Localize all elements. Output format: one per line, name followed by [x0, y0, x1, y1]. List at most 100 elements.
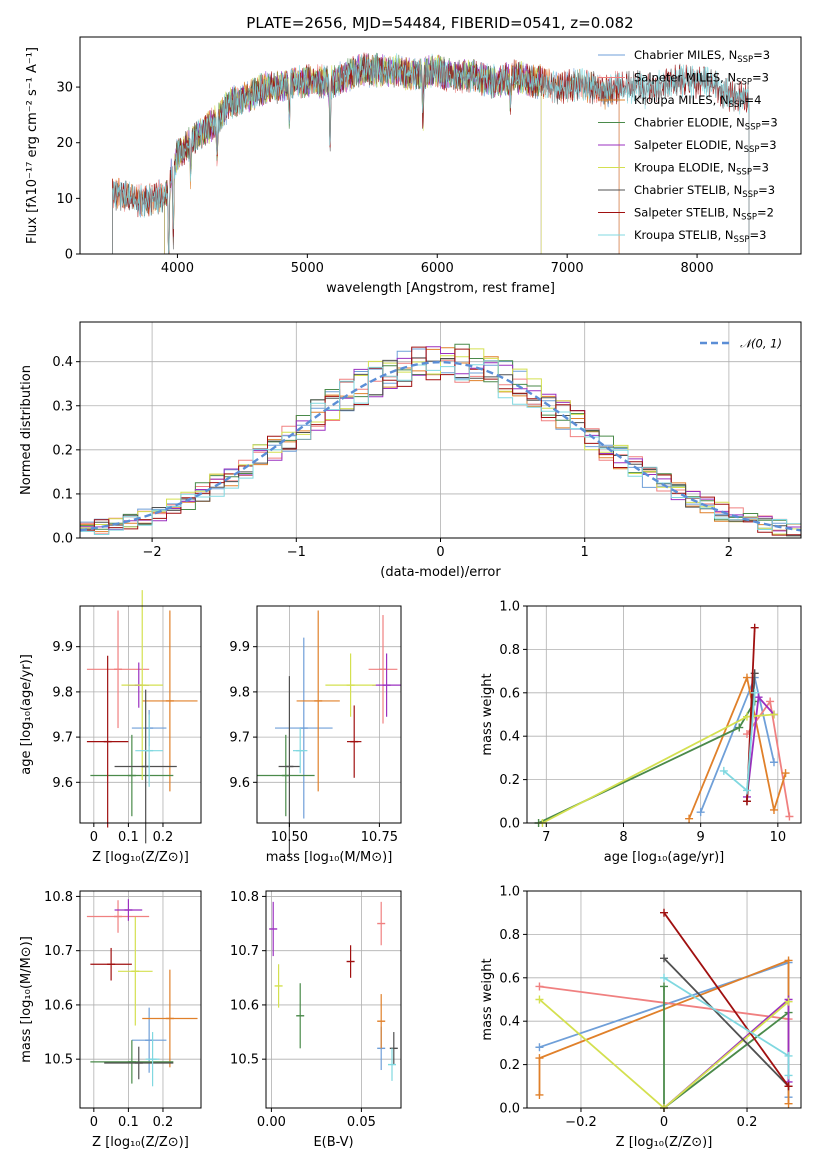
legend-entry: Kroupa STELIB, NSSP=3	[634, 228, 766, 245]
spectrum-frame: 4000 5000 6000 7000 8000 0 10 20 30 wavelength [A…	[25, 36, 802, 296]
y-tick-label: 10.7	[44, 944, 73, 959]
mass-weight-line	[688, 674, 787, 820]
x-tick-label: 0	[436, 545, 444, 560]
plus-marker	[750, 623, 759, 632]
y-tick-label: 0.2	[499, 773, 520, 788]
y-tick-label: 0.6	[499, 971, 520, 986]
plus-marker	[660, 954, 668, 963]
plus-marker	[660, 973, 668, 982]
plus-marker	[769, 758, 778, 767]
plus-marker	[535, 995, 544, 1004]
x-tick-label: −1	[287, 545, 306, 560]
y-tick-label: 0.4	[52, 355, 73, 370]
plus-marker	[660, 982, 668, 991]
age_vs_Z-frame: 0 0.1 0.2 9.6 9.7 9.8 9.9 Z [log₁₀(Z/Z⊙)] age [l…	[19, 605, 202, 865]
x-axis-label: Z [log₁₀(Z/Z⊙)]	[92, 1135, 189, 1150]
y-tick-label: 1.0	[499, 600, 520, 615]
plus-marker	[535, 1054, 544, 1063]
plus-marker	[784, 1051, 793, 1060]
y-tick-label: 9.9	[229, 640, 250, 655]
y-tick-label: 9.6	[229, 776, 250, 791]
y-tick-label: 0	[65, 248, 73, 263]
mass-weight-line	[663, 912, 790, 1087]
mass_weight_vs_Z-series	[535, 908, 793, 1112]
gaussian-curve	[79, 360, 802, 532]
x-tick-label: 0	[660, 1115, 668, 1130]
mass_vs_Z-axes	[80, 891, 201, 1108]
plus-marker	[742, 712, 751, 721]
plus-marker	[784, 1082, 793, 1091]
plus-marker	[766, 697, 775, 706]
legend-entry: Salpeter ELODIE, NSSP=3	[634, 138, 777, 155]
plus-marker	[750, 688, 759, 697]
plus-marker	[742, 673, 751, 682]
x-tick-label: 0.1	[118, 830, 139, 845]
y-tick-label: 20	[56, 136, 73, 151]
residual-histogram	[80, 346, 801, 536]
legend-entry: Kroupa ELODIE, NSSP=3	[634, 161, 769, 178]
plus-marker	[784, 1071, 793, 1080]
x-tick-label: 0.2	[153, 830, 174, 845]
x-tick-label: 5000	[291, 261, 324, 276]
plus-marker	[785, 812, 794, 821]
y-tick-label: 9.7	[52, 731, 73, 746]
x-tick-label: 7000	[551, 261, 584, 276]
x-tick-label: 0.05	[347, 1115, 376, 1130]
plus-marker	[784, 997, 793, 1006]
mass_vs_ebv-axes	[266, 891, 401, 1108]
legend-entry: Chabrier MILES, NSSP=3	[634, 48, 770, 65]
mass_vs_Z-points	[86, 899, 198, 1087]
x-axis-label: Z [log₁₀(Z/Z⊙)]	[92, 850, 189, 865]
x-tick-label: 8000	[681, 261, 714, 276]
spectrum-legend: Chabrier MILES, NSSP=3 Salpeter MILES, NS…	[598, 48, 778, 245]
x-tick-label: 6000	[421, 261, 454, 276]
legend-entry: Chabrier ELODIE, NSSP=3	[634, 116, 778, 133]
y-tick-label: 9.8	[52, 685, 73, 700]
figure-title: PLATE=2656, MJD=54484, FIBERID=0541, z=0…	[246, 14, 633, 32]
axes-frame	[79, 605, 202, 824]
x-tick-label: 0.2	[153, 1115, 174, 1130]
y-tick-label: 0.3	[52, 399, 73, 414]
plus-marker	[685, 814, 694, 823]
x-axis-label: wavelength [Angstrom, rest frame]	[326, 281, 555, 296]
y-tick-label: 0.2	[52, 443, 73, 458]
y-axis-label: mass weight	[480, 958, 495, 1040]
x-tick-label: 1	[581, 545, 589, 560]
y-tick-label: 0.8	[499, 928, 520, 943]
x-tick-label: 8	[619, 830, 627, 845]
x-axis-label: E(B-V)	[313, 1135, 353, 1150]
x-tick-label: −2	[143, 545, 162, 560]
residuals-hist-group	[79, 343, 802, 537]
y-tick-label: 1.0	[499, 885, 520, 900]
legend-entry: Salpeter STELIB, NSSP=2	[634, 206, 774, 223]
y-tick-label: 0.8	[499, 643, 520, 658]
y-tick-label: 10.8	[44, 890, 73, 905]
legend-entry: 𝒩(0, 1)	[740, 337, 782, 351]
mass_weight_vs_age-frame: 7 8 9 10 0.0 0.2 0.4 0.6 0.8 1.0 age [log₁₀(age/yr…	[480, 600, 802, 865]
x-axis-label: mass [log₁₀(M/M⊙)]	[266, 850, 393, 865]
y-axis-label: Flux [fλ10⁻¹⁷ erg cm⁻² s⁻¹ A⁻¹]	[25, 47, 40, 244]
x-tick-label: 4000	[161, 261, 194, 276]
x-tick-label: 2	[725, 545, 733, 560]
plus-marker	[784, 956, 793, 965]
plus-marker	[769, 805, 778, 814]
y-axis-label: mass [log₁₀(M/M⊙)]	[19, 936, 34, 1063]
mass-weight-line	[663, 957, 790, 1087]
spectrum-series-group	[112, 52, 750, 254]
x-axis-label: age [log₁₀(age/yr)]	[604, 850, 725, 865]
x-tick-label: 0	[90, 1115, 98, 1130]
y-tick-label: 0.2	[499, 1058, 520, 1073]
plus-marker	[535, 1043, 544, 1052]
y-tick-label: 10.6	[44, 998, 73, 1013]
x-tick-label: 0	[90, 830, 98, 845]
x-tick-label: −0.2	[565, 1115, 597, 1130]
y-tick-label: 9.8	[229, 685, 250, 700]
mass_weight_vs_age-series	[534, 623, 794, 827]
y-tick-label: 0.6	[499, 686, 520, 701]
plus-marker	[735, 723, 744, 732]
age_vs_Z-points	[86, 590, 198, 844]
y-tick-label: 10.7	[230, 944, 259, 959]
y-tick-label: 10	[56, 192, 73, 207]
age_vs_mass-axes	[257, 606, 401, 823]
